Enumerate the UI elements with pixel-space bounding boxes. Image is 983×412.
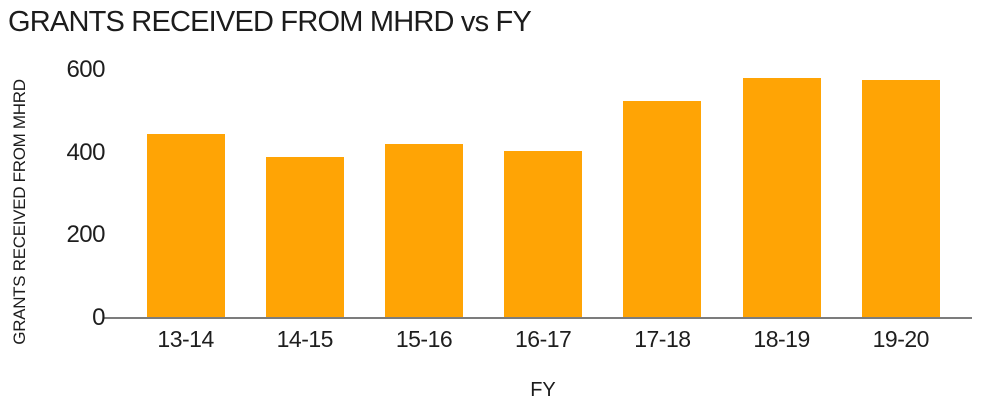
bar-13-14 — [146, 134, 225, 318]
x-tick-label: 15-16 — [395, 326, 453, 352]
x-tick-label: 16-17 — [515, 326, 572, 352]
y-tick-label: 600 — [66, 56, 105, 83]
x-axis-line — [103, 317, 972, 319]
x-tick-label: 18-19 — [753, 326, 810, 352]
x-tick-label: 13-14 — [157, 326, 214, 352]
x-tick-label: 17-18 — [634, 326, 691, 352]
bar-18-19 — [742, 78, 821, 318]
x-tick-label: 14-15 — [276, 326, 334, 352]
x-axis-title: FY — [530, 379, 556, 401]
x-tick-label: 19-20 — [872, 326, 930, 352]
bar-14-15 — [265, 156, 344, 318]
bar-15-16 — [385, 144, 463, 318]
y-tick-label: 200 — [66, 221, 105, 249]
y-axis-title: GRANTS RECEIVED FROM MHRD — [10, 79, 29, 345]
y-tick-label: 400 — [66, 138, 105, 166]
bar-19-20 — [861, 80, 940, 318]
bar-16-17 — [504, 150, 583, 318]
y-tick-label: 0 — [92, 304, 105, 331]
bar-17-18 — [623, 101, 702, 318]
chart-title: GRANTS RECEIVED FROM MHRD vs FY — [8, 6, 532, 38]
